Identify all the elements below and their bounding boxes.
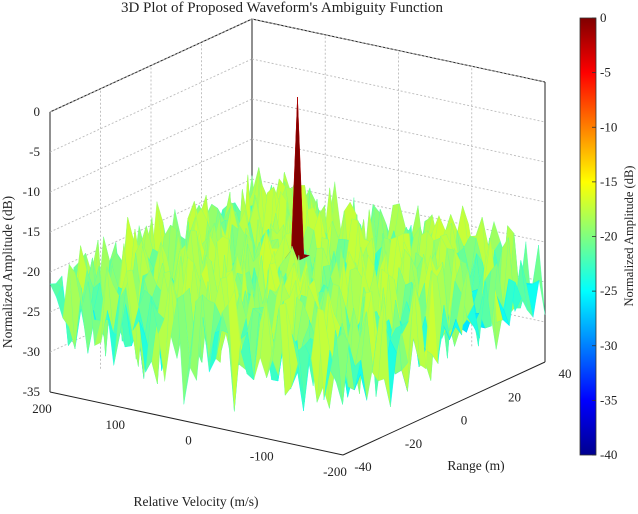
x-tick-label: 100 (106, 417, 126, 432)
colorbar-label: Normalized Amplitude (dB) (622, 166, 636, 307)
y-axis-label: Range (m) (447, 458, 504, 473)
y-tick-label: 0 (461, 413, 468, 428)
y-tick-label: 20 (508, 389, 521, 404)
colorbar-tick-label: -35 (600, 392, 617, 407)
z-tick-labels: 0 -5 -10 -15 -20 -25 -30 -35 (23, 104, 40, 399)
colorbar-tick-label: -40 (600, 447, 617, 462)
z-tick-label: -30 (23, 344, 40, 359)
colorbar-tick-label: -20 (600, 229, 617, 244)
x-axis-label: Relative Velocity (m/s) (134, 494, 259, 509)
z-tick-label: -15 (23, 224, 40, 239)
x-tick-label: 200 (32, 401, 52, 416)
colorbar-tick-label: -10 (600, 119, 617, 134)
z-tick-label: -25 (23, 304, 40, 319)
z-tick-label: -10 (23, 184, 40, 199)
z-tick-label: -5 (29, 144, 40, 159)
surface-patch (336, 332, 350, 405)
z-axis-label: Normalized Amplitude (dB) (0, 196, 15, 348)
colorbar-tick-label: 0 (600, 10, 607, 25)
surface-plot (49, 96, 546, 412)
colorbar-tick-labels: 0 -5 -10 -15 -20 -25 -30 -35 -40 (592, 10, 617, 462)
x-tick-label: 0 (185, 433, 192, 448)
y-tick-label: -20 (405, 436, 422, 451)
x-tick-label: -100 (250, 448, 274, 463)
colorbar-tick-label: -5 (600, 65, 611, 80)
z-tick-label: -35 (23, 384, 40, 399)
z-tick-label: 0 (34, 104, 41, 119)
colorbar-tick-label: -30 (600, 338, 617, 353)
y-tick-label: -40 (354, 459, 371, 474)
y-tick-labels: -40 -20 0 20 40 (354, 366, 571, 474)
z-tick-label: -20 (23, 264, 40, 279)
surface-patch (291, 96, 305, 262)
x-tick-labels: 200 100 0 -100 -200 (32, 401, 347, 479)
y-tick-label: 40 (559, 366, 572, 381)
chart-title: 3D Plot of Proposed Waveform's Ambiguity… (121, 0, 444, 16)
colorbar-tick-label: -15 (600, 174, 617, 189)
colorbar-tick-label: -25 (600, 283, 617, 298)
x-tick-label: -200 (323, 464, 347, 479)
